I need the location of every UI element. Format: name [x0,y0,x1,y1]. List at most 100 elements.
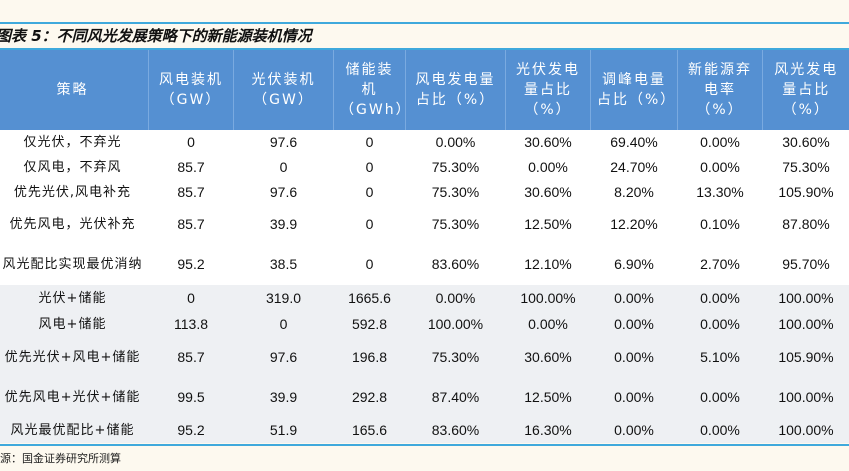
value-cell: 97.6 [233,337,334,377]
header-rule [0,48,849,50]
value-cell: 95.2 [148,243,234,285]
value-cell: 2.70% [677,243,763,285]
value-cell: 51.9 [233,418,334,443]
value-cell: 100.00% [762,312,849,337]
value-cell: 83.60% [405,418,506,443]
strategy-cell: 优先风电+光伏+储能 [0,377,149,418]
value-cell: 87.40% [405,377,506,418]
value-cell: 165.6 [333,418,406,443]
column-header: 光伏装机（GW） [233,50,334,130]
strategy-cell: 优先风电，光伏补充 [0,205,149,243]
table-row: 风电+储能 113.8 0 592.8 100.00% 0.00% 0.00% 0.00% 10… [0,312,849,337]
value-cell: 5.10% [677,337,763,377]
value-cell: 38.5 [233,243,334,285]
column-header: 光伏发电量占比（%） [505,50,591,130]
value-cell: 0.00% [590,312,678,337]
column-header: 风光发电量占比（%） [762,50,849,130]
header-row: 策略 风电装机（GW） 光伏装机（GW） 储能装机（GWh） 风电发电量占比（%） 光伏发… [0,50,849,130]
value-cell: 12.10% [505,243,591,285]
value-cell: 0 [333,205,406,243]
value-cell: 75.30% [405,337,506,377]
value-cell: 97.6 [233,130,334,155]
value-cell: 0 [333,130,406,155]
strategy-cell: 风光配比实现最优消纳 [0,243,149,285]
value-cell: 0.00% [405,285,506,312]
value-cell: 100.00% [762,377,849,418]
column-header: 储能装机（GWh） [333,50,410,130]
value-cell: 97.6 [233,180,334,205]
top-rule [0,22,849,24]
value-cell: 0 [233,155,334,180]
value-cell: 0.00% [677,418,763,443]
value-cell: 99.5 [148,377,234,418]
table-row: 优先光伏+风电+储能 85.7 97.6 196.8 75.30% 30.60% 0.00%… [0,337,849,377]
value-cell: 0.00% [677,377,763,418]
value-cell: 12.20% [590,205,678,243]
table-row: 风光配比实现最优消纳 95.2 38.5 0 83.60% 12.10% 6.90% 2.70… [0,243,849,285]
value-cell: 592.8 [333,312,406,337]
value-cell: 85.7 [148,205,234,243]
value-cell: 85.7 [148,155,234,180]
strategy-cell: 风光最优配比+储能 [0,418,149,443]
value-cell: 100.00% [762,285,849,312]
strategy-cell: 优先光伏+风电+储能 [0,337,149,377]
table-row: 仅光伏，不弃光 0 97.6 0 0.00% 30.60% 69.40% 0.00% 30.60… [0,130,849,155]
value-cell: 0.00% [590,337,678,377]
value-cell: 319.0 [233,285,334,312]
value-cell: 0.00% [677,155,763,180]
value-cell: 0 [148,130,234,155]
value-cell: 113.8 [148,312,234,337]
strategy-cell: 优先光伏,风电补充 [0,180,149,205]
value-cell: 0.10% [677,205,763,243]
value-cell: 100.00% [405,312,506,337]
value-cell: 30.60% [505,180,591,205]
value-cell: 95.2 [148,418,234,443]
value-cell: 85.7 [148,180,234,205]
value-cell: 87.80% [762,205,849,243]
value-cell: 24.70% [590,155,678,180]
bottom-rule [0,444,849,446]
value-cell: 0.00% [677,285,763,312]
column-header: 风电装机（GW） [148,50,234,130]
value-cell: 292.8 [333,377,406,418]
value-cell: 100.00% [505,285,591,312]
value-cell: 75.30% [405,180,506,205]
value-cell: 0 [333,155,406,180]
value-cell: 30.60% [762,130,849,155]
value-cell: 0 [333,180,406,205]
column-header: 风电发电量占比（%） [405,50,506,130]
value-cell: 0.00% [505,312,591,337]
value-cell: 1665.6 [333,285,406,312]
strategy-cell: 仅风电，不弃风 [0,155,149,180]
value-cell: 0 [333,243,406,285]
value-cell: 0.00% [505,155,591,180]
value-cell: 75.30% [762,155,849,180]
value-cell: 100.00% [762,418,849,443]
table-title: 图表 5：不同风光发展策略下的新能源装机情况 [0,27,312,45]
value-cell: 0.00% [590,377,678,418]
table-row: 优先光伏,风电补充 85.7 97.6 0 75.30% 30.60% 8.20% 13.30… [0,180,849,205]
value-cell: 75.30% [405,155,506,180]
value-cell: 85.7 [148,337,234,377]
value-cell: 12.50% [505,377,591,418]
strategy-cell: 风电+储能 [0,312,149,337]
strategy-cell: 仅光伏，不弃光 [0,130,149,155]
value-cell: 30.60% [505,337,591,377]
strategy-cell: 光伏+储能 [0,285,149,312]
table-row: 光伏+储能 0 319.0 1665.6 0.00% 100.00% 0.00% 0.00% 1… [0,285,849,312]
column-header: 新能源弃电率（%） [677,50,763,130]
column-header: 策略 [0,50,149,130]
table-row: 优先风电，光伏补充 85.7 39.9 0 75.30% 12.50% 12.20% 0.10… [0,205,849,243]
table-row: 风光最优配比+储能 95.2 51.9 165.6 83.60% 16.30% 0.00% 0… [0,418,849,443]
value-cell: 16.30% [505,418,591,443]
value-cell: 39.9 [233,205,334,243]
value-cell: 105.90% [762,180,849,205]
value-cell: 12.50% [505,205,591,243]
value-cell: 75.30% [405,205,506,243]
value-cell: 196.8 [333,337,406,377]
value-cell: 0.00% [405,130,506,155]
value-cell: 39.9 [233,377,334,418]
column-header: 调峰电量占比（%） [590,50,678,130]
value-cell: 30.60% [505,130,591,155]
value-cell: 0.00% [590,418,678,443]
